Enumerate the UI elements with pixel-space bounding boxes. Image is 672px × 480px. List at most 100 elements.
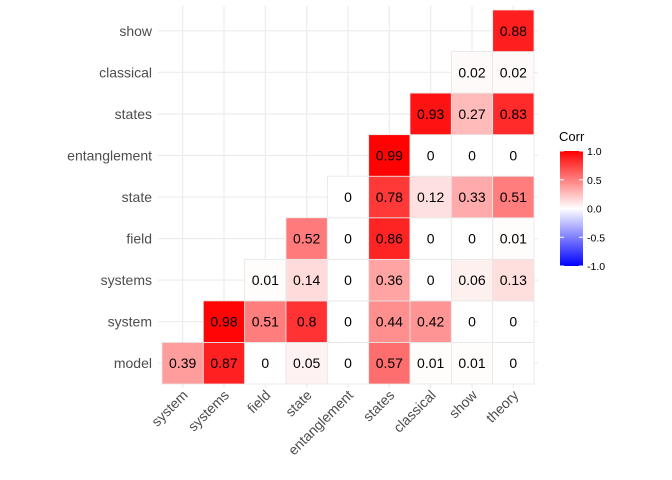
cell-value-label: 0 [509, 147, 517, 163]
cell-value-label: 0.36 [376, 272, 403, 288]
cell-value-label: 0 [344, 231, 352, 247]
cell-value-label: 0.42 [417, 314, 444, 330]
cell-value-label: 0.01 [500, 231, 527, 247]
cell-value-label: 0 [509, 314, 517, 330]
cell-value-label: 0.06 [458, 272, 485, 288]
cell-value-label: 0.86 [376, 231, 403, 247]
cell-value-label: 0 [344, 355, 352, 371]
heatmap-cell [326, 258, 370, 302]
cell-value-label: 0.01 [252, 272, 279, 288]
cell-value-label: 0 [427, 272, 435, 288]
x-tick-label: show [446, 386, 481, 421]
legend-tick-label: -1.0 [587, 261, 605, 273]
heatmap-cell [368, 217, 411, 260]
cell-value-label: 0.02 [500, 64, 527, 80]
heatmap-cell [450, 175, 494, 219]
heatmap-cell [492, 51, 535, 94]
legend-tick-labels: 1.0 0.5 0.0 -0.5 -1.0 [560, 146, 605, 273]
heatmap-cell [450, 217, 494, 260]
heatmap-cell [285, 217, 328, 260]
cell-value-label: 0.83 [500, 106, 527, 122]
heatmap-cell [326, 300, 370, 343]
heatmap-cell [409, 134, 452, 177]
y-tick-label: classical [99, 64, 152, 80]
y-tick-label: systems [101, 272, 152, 288]
heatmap-cell [326, 175, 370, 219]
cell-value-label: 0.02 [458, 64, 485, 80]
color-legend: Corr 1.0 0.5 0.0 -0.5 -1.0 [559, 129, 605, 273]
cell-value-label: 0 [344, 272, 352, 288]
cell-value-label: 0 [509, 355, 517, 371]
y-tick-label: field [126, 231, 152, 247]
y-tick-label: state [122, 189, 153, 205]
cell-value-label: 0.13 [500, 272, 527, 288]
cell-value-label: 0.39 [169, 355, 196, 371]
cell-value-label: 0 [468, 314, 476, 330]
cell-value-label: 0 [427, 147, 435, 163]
legend-tick-label: 0.0 [587, 204, 602, 216]
cell-value-label: 0.05 [293, 355, 320, 371]
cell-value-label: 0.93 [417, 106, 444, 122]
heatmap-cell [409, 217, 452, 260]
heatmap-cell [492, 92, 535, 136]
x-tick-label: states [360, 387, 398, 425]
cell-value-label: 0 [261, 355, 269, 371]
heatmap-cell [368, 300, 411, 343]
cell-value-label: 0.12 [417, 189, 444, 205]
heatmap-cell [368, 342, 411, 385]
cell-value-label: 0.51 [500, 189, 527, 205]
cell-value-label: 0.57 [376, 355, 403, 371]
cell-value-label: 0.87 [210, 355, 237, 371]
heatmap-cell [450, 342, 494, 385]
cell-value-label: 0.78 [376, 189, 403, 205]
legend-colorbar [560, 151, 583, 266]
cell-value-label: 0 [344, 189, 352, 205]
cell-value-label: 0.01 [417, 355, 444, 371]
heatmap-cell [450, 258, 494, 302]
cell-value-label: 0 [344, 314, 352, 330]
cell-value-label: 0.33 [458, 189, 485, 205]
cell-value-label: 0.99 [376, 147, 403, 163]
cell-value-label: 0.98 [210, 314, 237, 330]
x-tick-label: field [244, 387, 273, 416]
y-tick-label: entanglement [67, 147, 152, 163]
x-tick-label: state [282, 387, 315, 420]
heatmap-cell [409, 258, 452, 302]
cell-value-labels: 0.39 0.87 0.98 0 0.51 0.01 0.05 0.8 0.14 0.52 0 0 0 0… [169, 23, 527, 371]
y-axis-tick-labels: model system systems field state entanglement… [67, 23, 153, 371]
x-tick-label: classical [390, 387, 439, 436]
cell-value-label: 0.8 [297, 314, 317, 330]
heatmap-cell [244, 342, 287, 385]
x-tick-label: systems [185, 387, 233, 435]
x-tick-label: theory [483, 387, 522, 426]
y-tick-label: system [108, 314, 152, 330]
cell-value-label: 0.14 [293, 272, 320, 288]
cell-value-label: 0 [427, 231, 435, 247]
y-tick-label: show [119, 23, 153, 39]
heatmap-cell [450, 51, 494, 94]
heatmap-cell [409, 342, 452, 385]
legend-title: Corr [559, 129, 585, 144]
cell-value-label: 0 [468, 231, 476, 247]
legend-tick-label: -0.5 [587, 232, 605, 244]
heatmap-cell [244, 258, 287, 302]
cell-value-label: 0.51 [252, 314, 279, 330]
heatmap-cell [368, 175, 411, 219]
y-tick-label: states [115, 106, 152, 122]
heatmap-cell [409, 175, 452, 219]
legend-tick-label: 0.5 [587, 175, 602, 187]
heatmap-cell [409, 300, 452, 343]
heatmap-cell [368, 258, 411, 302]
cell-value-label: 0.01 [458, 355, 485, 371]
legend-tick-label: 1.0 [587, 146, 602, 158]
heatmap-cell [492, 9, 535, 52]
heatmap-cell [326, 217, 370, 260]
cell-value-label: 0.52 [293, 231, 320, 247]
cell-value-label: 0.44 [376, 314, 403, 330]
y-tick-label: model [114, 355, 152, 371]
cell-value-label: 0.88 [500, 23, 527, 39]
cell-value-label: 0.27 [458, 106, 485, 122]
heatmap-cell [368, 134, 411, 177]
